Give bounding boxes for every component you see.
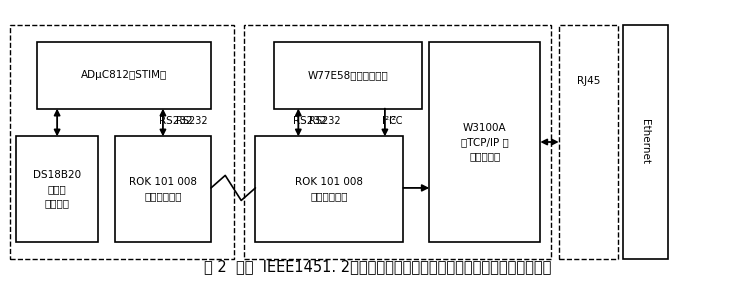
Text: DS18B20
（温度
传感器）: DS18B20 （温度 传感器） (33, 170, 82, 208)
Bar (10, 25, 234, 259)
Text: RS232: RS232 (293, 116, 326, 126)
Bar (274, 42, 422, 108)
Text: RS232: RS232 (310, 116, 341, 126)
Bar (245, 25, 551, 259)
Bar (37, 42, 211, 108)
Text: I²C: I²C (382, 116, 396, 126)
Text: ROK 101 008
（蓝牙模块）: ROK 101 008 （蓝牙模块） (129, 177, 197, 201)
Bar (430, 42, 541, 242)
Text: Ethernet: Ethernet (640, 120, 650, 164)
Text: ADμC812（STIM）: ADμC812（STIM） (81, 70, 167, 80)
Bar (17, 136, 98, 242)
Bar (623, 25, 667, 259)
Text: RJ45: RJ45 (577, 76, 600, 86)
Text: W77E58（微处理器）: W77E58（微处理器） (307, 70, 388, 80)
Bar (255, 136, 403, 242)
Text: 图 2  基于  IEEE1451. 2和蓝牙协议的无线网络化传感器实验装置结构原理图: 图 2 基于 IEEE1451. 2和蓝牙协议的无线网络化传感器实验装置结构原理… (204, 259, 551, 274)
Text: RS232: RS232 (159, 116, 193, 126)
Text: ROK 101 008
（蓝牙模块）: ROK 101 008 （蓝牙模块） (295, 177, 363, 201)
Text: I²C: I²C (390, 116, 403, 126)
Bar (115, 136, 211, 242)
Text: W3100A
（TCP/IP 协
议栈芯片）: W3100A （TCP/IP 协 议栈芯片） (461, 123, 509, 161)
Text: RS232: RS232 (176, 116, 208, 126)
Bar (559, 25, 618, 259)
